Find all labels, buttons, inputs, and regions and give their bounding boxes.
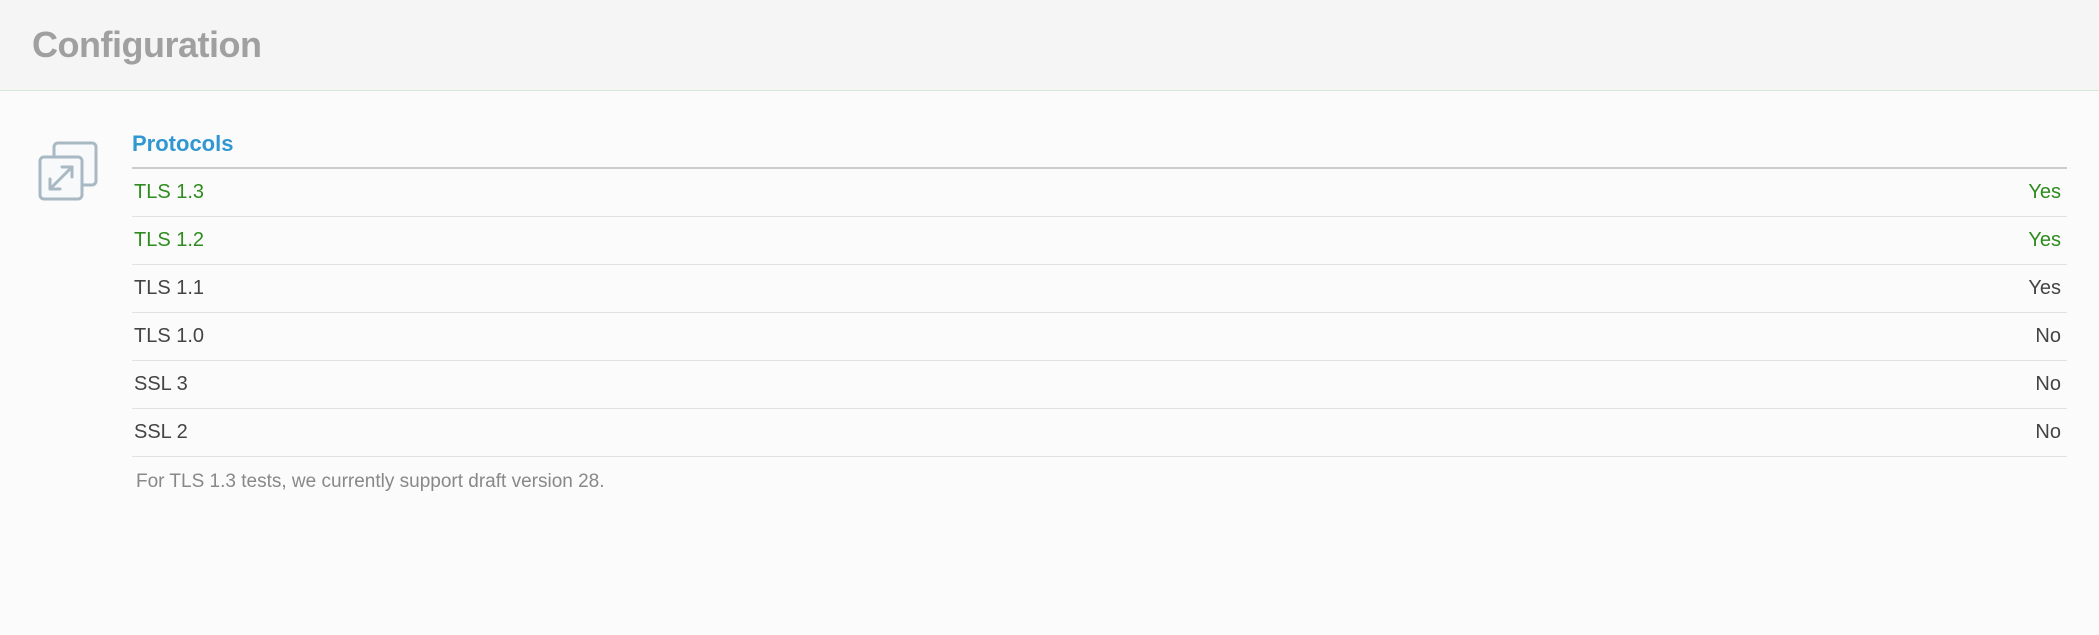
protocol-value: Yes — [2028, 229, 2061, 252]
protocol-row: TLS 1.1 Yes — [132, 265, 2067, 313]
protocol-value: Yes — [2028, 181, 2061, 204]
protocol-row: SSL 2 No — [132, 409, 2067, 457]
protocol-row: TLS 1.0 No — [132, 313, 2067, 361]
protocols-section: Protocols TLS 1.3 Yes TLS 1.2 Yes TLS 1.1 Yes… — [132, 131, 2067, 493]
protocol-row: SSL 3 No — [132, 361, 2067, 409]
protocol-name: SSL 3 — [134, 373, 188, 396]
protocol-row: TLS 1.3 Yes — [132, 169, 2067, 217]
protocol-value: No — [2035, 325, 2061, 348]
expand-icon[interactable] — [32, 131, 104, 207]
content-area: Protocols TLS 1.3 Yes TLS 1.2 Yes TLS 1.1 Yes… — [0, 91, 2099, 517]
protocol-value: No — [2035, 373, 2061, 396]
config-header: Configuration — [0, 0, 2099, 91]
protocol-value: No — [2035, 421, 2061, 444]
protocol-name: TLS 1.3 — [134, 181, 204, 204]
page-title: Configuration — [32, 24, 2067, 66]
protocol-row: TLS 1.2 Yes — [132, 217, 2067, 265]
protocol-name: TLS 1.2 — [134, 229, 204, 252]
protocols-footnote: For TLS 1.3 tests, we currently support … — [132, 457, 2067, 493]
protocols-heading: Protocols — [132, 131, 2067, 167]
protocols-table: TLS 1.3YesTLS 1.2YesTLS 1.1YesTLS 1.0NoS… — [132, 169, 2067, 457]
protocol-name: TLS 1.1 — [134, 277, 204, 300]
protocol-name: TLS 1.0 — [134, 325, 204, 348]
protocol-name: SSL 2 — [134, 421, 188, 444]
protocol-value: Yes — [2028, 277, 2061, 300]
